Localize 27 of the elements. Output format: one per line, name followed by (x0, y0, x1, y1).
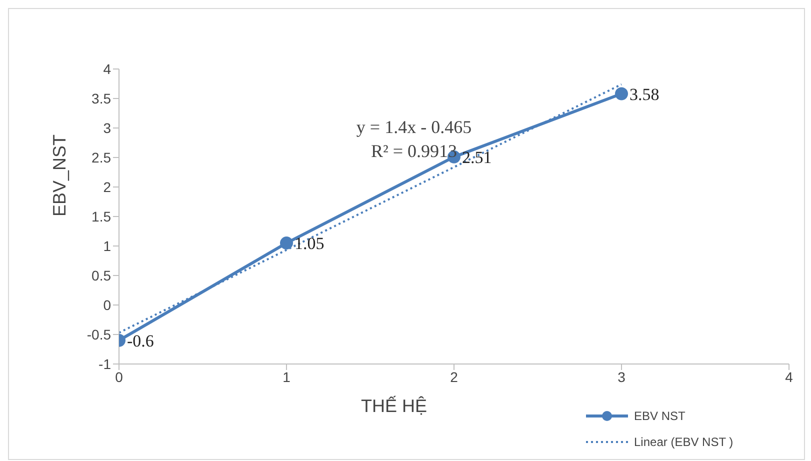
y-tick-label: 3.5 (92, 90, 112, 106)
x-tick-label: 3 (618, 368, 626, 385)
legend-label: EBV NST (634, 409, 686, 423)
point (615, 87, 628, 100)
x-tick-label: 2 (450, 368, 458, 385)
legend-label: Linear (EBV NST ) (634, 435, 734, 449)
y-tick-label: -1 (98, 356, 112, 372)
x-tick-label: 4 (785, 368, 794, 385)
y-tick-label: 3 (103, 120, 112, 136)
y-axis-title: EBV_NST (49, 134, 70, 216)
annotation: R² = 0.9913 (370, 141, 458, 161)
y-tick-label: 1.5 (92, 208, 112, 224)
x-tick-label: 1 (282, 368, 291, 385)
y-tick-label: -0.5 (86, 326, 112, 342)
y-tick-label: 4 (103, 60, 112, 77)
data-label: 1.05 (294, 234, 324, 254)
y-tick-label: 1 (103, 238, 112, 254)
y-tick-label: 0.5 (92, 267, 112, 284)
x-tick-label: 0 (115, 368, 124, 385)
point (280, 236, 293, 250)
data-label: -0.6 (127, 331, 154, 350)
annotation: y = 1.4x - 0.465 (355, 117, 473, 138)
y-tick-label: 2 (103, 178, 112, 195)
y-tick-label: 0 (103, 296, 112, 313)
data-label: 3.58 (630, 84, 660, 104)
y-tick-label: 2.5 (92, 149, 112, 166)
x-axis-title: THẾ HỆ (360, 395, 428, 416)
